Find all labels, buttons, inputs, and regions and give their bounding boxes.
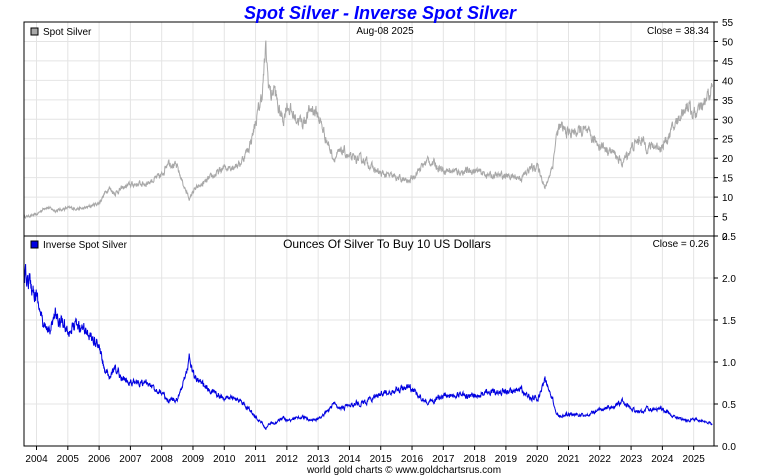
legend-label-spot-silver: Spot Silver	[43, 27, 92, 38]
series-line-inverse-silver	[23, 263, 713, 431]
x-tick-label-2025: 2025	[683, 454, 706, 465]
x-tick-label-2013: 2013	[307, 454, 330, 465]
subtitle-label: Ounces Of Silver To Buy 10 US Dollars	[283, 237, 491, 251]
bottom-panel-grid	[24, 235, 714, 447]
x-tick-label-2004: 2004	[25, 454, 48, 465]
x-tick-label-2023: 2023	[620, 454, 643, 465]
y-tick-label-top-0: 0	[722, 232, 728, 243]
x-tick-label-2019: 2019	[495, 454, 518, 465]
x-tick-label-2017: 2017	[432, 454, 455, 465]
legend-swatch-spot-silver	[30, 27, 39, 36]
y-tick-label-bottom-3: 1.5	[722, 316, 736, 327]
top-panel-plot	[23, 40, 713, 219]
x-tick-label-2021: 2021	[557, 454, 580, 465]
top-panel-frame	[23, 21, 715, 237]
x-tick-label-2008: 2008	[151, 454, 174, 465]
y-tick-label-top-10: 10	[722, 193, 734, 204]
legend-label-inverse-silver: Inverse Spot Silver	[43, 240, 128, 251]
x-tick-label-2014: 2014	[338, 454, 361, 465]
x-tick-label-2011: 2011	[245, 454, 267, 465]
date-label: Aug-08 2025	[356, 26, 414, 37]
chart-title: Spot Silver - Inverse Spot Silver	[244, 3, 517, 23]
legend-swatch-inverse-silver	[30, 240, 39, 249]
x-tick-label-2018: 2018	[463, 454, 486, 465]
y-tick-label-top-25: 25	[722, 135, 734, 146]
y-tick-label-top-40: 40	[722, 76, 734, 87]
bottom-panel-frame	[23, 235, 715, 447]
y-tick-label-top-35: 35	[722, 96, 734, 107]
series-line-spot-silver	[23, 40, 713, 219]
bottom-y-axis: 0.0 0.5 1.0 1.5 2.0 2.5	[714, 232, 736, 453]
top-y-axis: 0 5 10 15 20 25 30 35 40 45 50 55	[714, 18, 734, 243]
x-tick-label-2022: 2022	[589, 454, 612, 465]
x-tick-label-2009: 2009	[182, 454, 205, 465]
y-tick-label-top-30: 30	[722, 115, 734, 126]
x-tick-label-2010: 2010	[213, 454, 236, 465]
top-panel-grid	[24, 21, 714, 237]
y-tick-label-bottom-5: 2.5	[722, 232, 736, 243]
bottom-panel-plot	[23, 263, 713, 431]
y-tick-label-top-20: 20	[722, 154, 734, 165]
x-tick-label-2015: 2015	[370, 454, 393, 465]
y-tick-label-top-45: 45	[722, 57, 734, 68]
x-axis: 2004 2005 2006 2007 2008 2009 2010 2011 2012 2013…	[25, 446, 705, 465]
y-tick-label-top-55: 55	[722, 18, 734, 29]
close-label-top: Close = 38.34	[647, 26, 709, 37]
y-tick-label-bottom-1: 0.5	[722, 400, 736, 411]
x-tick-label-2005: 2005	[57, 454, 80, 465]
x-tick-label-2020: 2020	[526, 454, 549, 465]
y-tick-label-bottom-0: 0.0	[722, 442, 736, 453]
x-tick-label-2007: 2007	[119, 454, 142, 465]
y-tick-label-top-50: 50	[722, 37, 734, 48]
y-tick-label-top-15: 15	[722, 174, 734, 185]
close-label-bottom: Close = 0.26	[653, 239, 710, 250]
footer-credit: world gold charts © www.goldchartsrus.co…	[306, 465, 501, 475]
y-tick-label-top-5: 5	[722, 213, 728, 224]
x-tick-label-2012: 2012	[276, 454, 299, 465]
x-tick-label-2024: 2024	[651, 454, 674, 465]
x-tick-label-2006: 2006	[88, 454, 111, 465]
y-tick-label-bottom-4: 2.0	[722, 274, 736, 285]
x-tick-label-2016: 2016	[401, 454, 424, 465]
y-tick-label-bottom-2: 1.0	[722, 358, 736, 369]
